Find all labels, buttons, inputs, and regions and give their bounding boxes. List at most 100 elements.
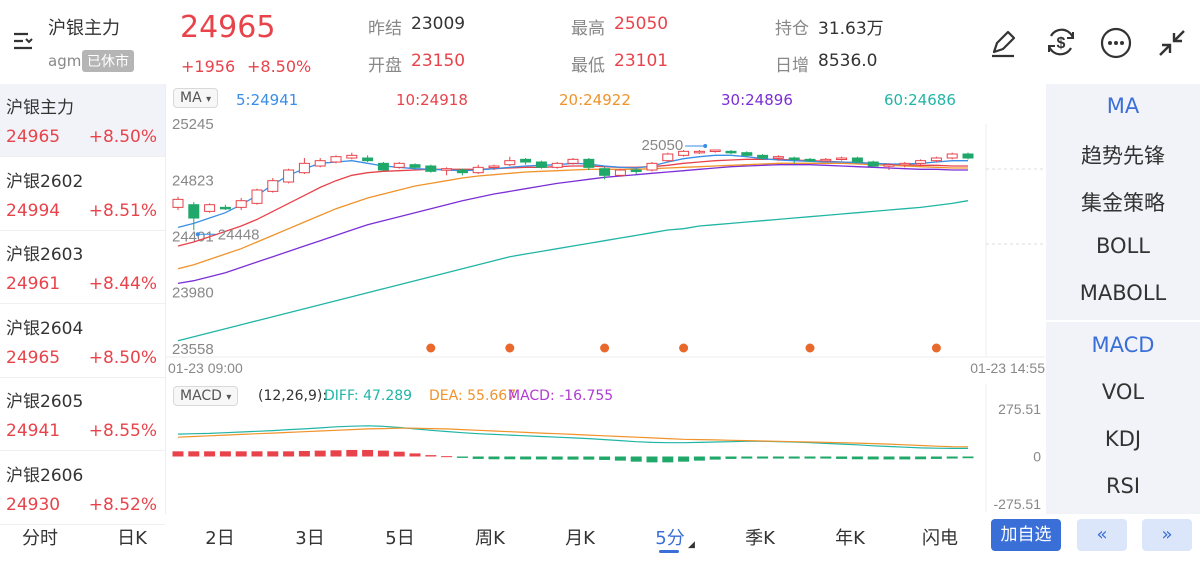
last-price: 24965	[180, 10, 276, 45]
chart-area[interactable]: MA ▾ 5:24941 10:24918 20:24922 30:24896 …	[165, 84, 1046, 514]
macd-bar	[346, 449, 358, 457]
oi-change-label: 日增	[775, 56, 809, 76]
tab-period-7[interactable]: 5分	[655, 528, 685, 549]
indicator-sub-3[interactable]: RSI	[1105, 474, 1141, 498]
macd-bar	[251, 451, 263, 457]
macd-bar	[662, 456, 674, 463]
macd-axis-label: 275.51	[998, 401, 1041, 417]
menu-icon[interactable]	[10, 28, 40, 56]
period-tabs: 分时 日K 2日 3日 5日 周K 月K 5分 ◢ 季K 年K 闪电 加自选 « »	[0, 514, 1200, 571]
macd-axis-label: -275.51	[994, 496, 1042, 512]
macd-bar	[725, 456, 737, 459]
contract-list-item[interactable]: 沪银2605 24941 +8.55%	[0, 378, 165, 451]
macd-bar	[409, 453, 421, 457]
indicator-sub-0[interactable]: MACD	[1091, 333, 1155, 357]
candle-body	[267, 180, 279, 192]
dea-line	[177, 427, 969, 448]
candle-body	[441, 168, 453, 171]
contract-price: 24941	[6, 421, 61, 441]
diff-line	[177, 425, 968, 449]
low-annotation: 24448	[218, 226, 260, 243]
tab-period-2[interactable]: 2日	[205, 528, 235, 549]
ma-selector[interactable]: MA ▾	[173, 88, 219, 108]
high-value: 25050	[614, 14, 669, 34]
contract-name: 沪银2606	[6, 465, 84, 486]
indicator-main-2[interactable]: 集金策略	[1081, 191, 1165, 215]
candle-body	[362, 157, 374, 162]
contract-price: 24965	[6, 127, 61, 147]
indicator-main-4[interactable]: MABOLL	[1079, 281, 1167, 305]
macd-bar	[851, 456, 863, 460]
contract-name: 沪银2602	[6, 171, 84, 192]
tab-period-6[interactable]: 月K	[565, 528, 595, 549]
candle-body	[867, 161, 879, 167]
add-watchlist-button[interactable]: 加自选	[991, 519, 1061, 551]
candle-body	[930, 157, 942, 162]
contract-list-item[interactable]: 沪银2602 24994 +8.51%	[0, 158, 165, 231]
candle-body	[188, 204, 200, 219]
contract-price: 24965	[6, 347, 61, 368]
candle-body	[567, 158, 579, 164]
candle-body	[172, 198, 184, 208]
indicator-main-0[interactable]: MA	[1106, 94, 1140, 118]
draw-pen-icon[interactable]	[986, 26, 1020, 64]
currency-exchange-icon[interactable]: $	[1043, 24, 1079, 64]
event-marker	[679, 343, 689, 353]
macd-bar	[772, 456, 784, 459]
indicator-sub-2[interactable]: KDJ	[1104, 427, 1142, 451]
high-label: 最高	[571, 19, 605, 39]
tab-period-1[interactable]: 日K	[117, 528, 147, 549]
candle-body	[709, 149, 721, 153]
macd-bar	[646, 456, 658, 463]
ma5-value: 5:24941	[236, 91, 299, 109]
indicator-main-3[interactable]: BOLL	[1096, 234, 1150, 258]
candle-body	[235, 200, 247, 208]
svg-text:$: $	[1057, 35, 1066, 52]
indicator-sub-1[interactable]: VOL	[1101, 380, 1145, 404]
contract-list-item[interactable]: 沪银2604 24965 +8.50%	[0, 305, 165, 378]
high-marker-dot	[703, 144, 708, 149]
tab-period-10[interactable]: 闪电	[922, 528, 958, 549]
candle-body	[820, 158, 832, 162]
contract-list-item[interactable]: 沪银主力 24965 +8.50%	[0, 84, 165, 157]
scroll-right-icon[interactable]: »	[1142, 519, 1192, 551]
oi-change-value: 8536.0	[818, 51, 878, 71]
status-badge: 已休市	[82, 50, 134, 72]
candlestick-chart: 25245 24823 24401 23980 23558 01-23 09:00 01-2…	[166, 116, 1045, 512]
tab-period-9[interactable]: 年K	[835, 528, 865, 549]
time-axis-start: 01-23 09:00	[168, 360, 243, 376]
candle-body	[377, 162, 389, 171]
tab-period-8[interactable]: 季K	[745, 528, 775, 549]
candle-body	[251, 189, 263, 204]
macd-bar	[425, 455, 437, 457]
prev-settle-label: 昨结	[368, 19, 402, 39]
collapse-icon[interactable]	[1154, 25, 1190, 65]
macd-bar	[235, 451, 247, 457]
macd-bar	[504, 456, 516, 460]
contract-list-item[interactable]: 沪银2603 24961 +8.44%	[0, 231, 165, 304]
macd-bar	[330, 450, 342, 457]
contract-list-item[interactable]: 沪银2606 24930 +8.52%	[0, 452, 165, 525]
contract-name: 沪银2605	[6, 392, 84, 412]
candle-body	[551, 162, 563, 168]
tab-period-4[interactable]: 5日	[385, 528, 415, 549]
macd-bar	[551, 456, 563, 460]
candle-body	[393, 162, 405, 168]
low-marker-dot	[195, 232, 200, 237]
macd-bar	[741, 456, 753, 459]
time-axis-end: 01-23 14:55	[970, 360, 1045, 376]
tab-period-5[interactable]: 周K	[475, 528, 505, 549]
candle-body	[630, 169, 642, 173]
macd-bar	[757, 456, 769, 459]
tab-period-0[interactable]: 分时	[22, 528, 58, 549]
macd-selector[interactable]: MACD ▾	[173, 386, 239, 406]
macd-diff: DIFF: 47.289	[324, 388, 413, 404]
macd-bar	[362, 449, 374, 457]
scroll-left-icon[interactable]: «	[1077, 519, 1127, 551]
indicator-main-1[interactable]: 趋势先锋	[1081, 144, 1165, 168]
more-options-icon[interactable]	[1098, 25, 1134, 65]
candle-body	[725, 150, 737, 154]
price-axis-label: 23558	[172, 341, 214, 358]
macd-selector-label: MACD	[180, 388, 222, 404]
tab-period-3[interactable]: 3日	[295, 528, 325, 549]
